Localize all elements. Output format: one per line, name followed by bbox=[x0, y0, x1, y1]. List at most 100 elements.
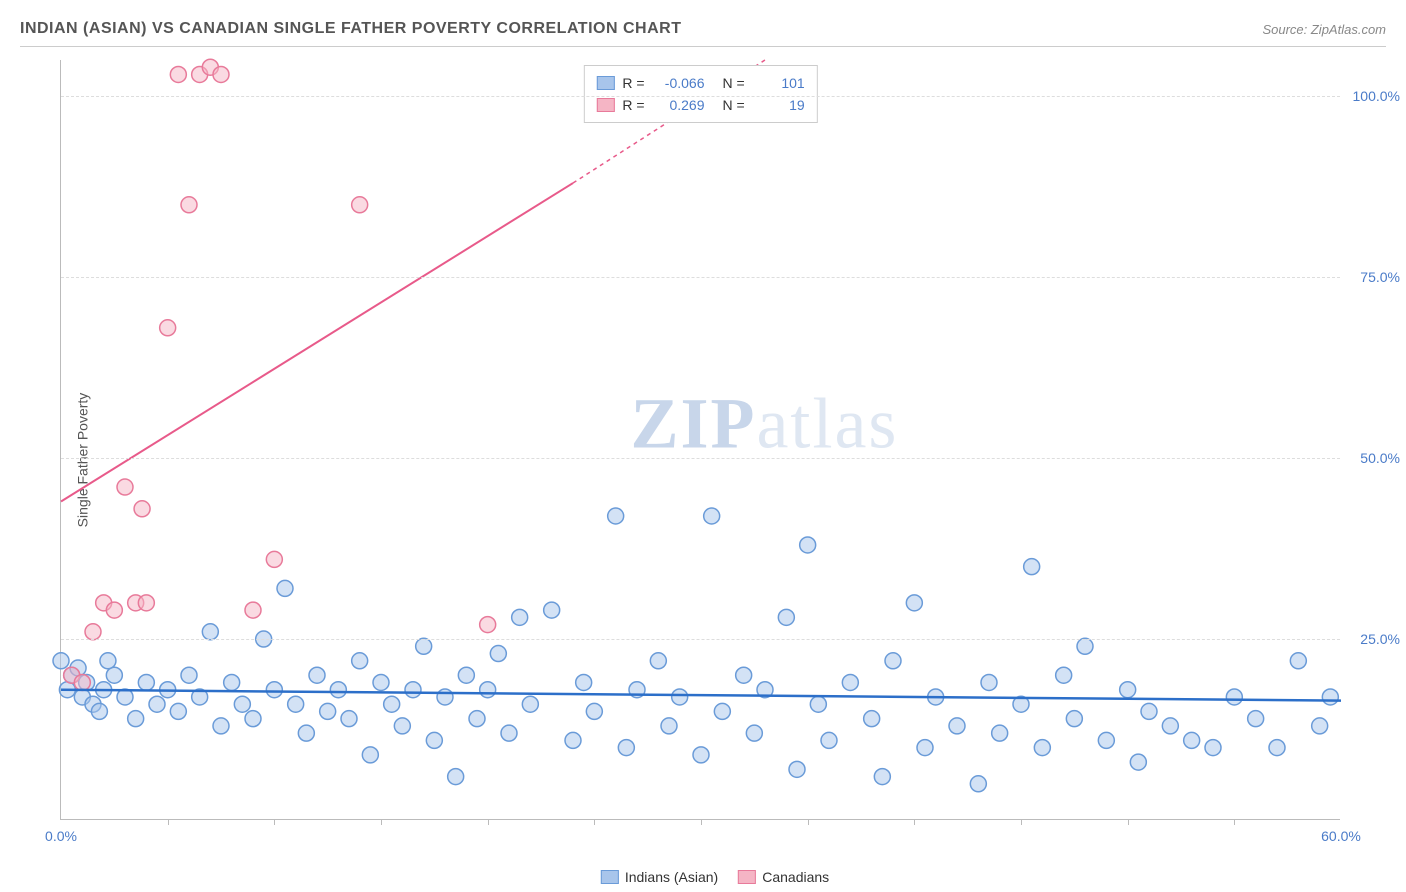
legend-correlation: R =-0.066N =101R =0.269N =19 bbox=[583, 65, 817, 123]
data-point bbox=[1162, 718, 1178, 734]
data-point bbox=[661, 718, 677, 734]
data-point bbox=[128, 711, 144, 727]
data-point bbox=[266, 682, 282, 698]
chart-header: INDIAN (ASIAN) VS CANADIAN SINGLE FATHER… bbox=[20, 20, 1386, 47]
data-point bbox=[234, 696, 250, 712]
data-point bbox=[1130, 754, 1146, 770]
chart-title: INDIAN (ASIAN) VS CANADIAN SINGLE FATHER… bbox=[20, 20, 681, 38]
legend-n-label: N = bbox=[723, 72, 745, 94]
data-point bbox=[448, 769, 464, 785]
x-tick bbox=[381, 819, 382, 825]
data-point bbox=[885, 653, 901, 669]
data-point bbox=[1056, 667, 1072, 683]
gridline-h bbox=[61, 96, 1340, 97]
data-point bbox=[170, 703, 186, 719]
data-point bbox=[106, 667, 122, 683]
chart-container: Single Father Poverty ZIPatlas R =-0.066… bbox=[60, 60, 1370, 860]
legend-swatch bbox=[596, 76, 614, 90]
data-point bbox=[618, 740, 634, 756]
data-point bbox=[309, 667, 325, 683]
legend-n-value: 19 bbox=[753, 94, 805, 116]
y-tick-label: 25.0% bbox=[1360, 631, 1400, 647]
data-point bbox=[714, 703, 730, 719]
data-point bbox=[1077, 638, 1093, 654]
data-point bbox=[501, 725, 517, 741]
gridline-h bbox=[61, 458, 1340, 459]
data-point bbox=[490, 646, 506, 662]
data-point bbox=[1024, 559, 1040, 575]
data-point bbox=[1066, 711, 1082, 727]
data-point bbox=[1269, 740, 1285, 756]
data-point bbox=[480, 682, 496, 698]
legend-r-label: R = bbox=[622, 72, 644, 94]
x-tick-label: 60.0% bbox=[1321, 828, 1361, 844]
data-point bbox=[949, 718, 965, 734]
legend-correlation-row: R =0.269N =19 bbox=[596, 94, 804, 116]
legend-series: Indians (Asian) Canadians bbox=[601, 869, 829, 885]
data-point bbox=[1205, 740, 1221, 756]
data-point bbox=[693, 747, 709, 763]
legend-n-value: 101 bbox=[753, 72, 805, 94]
data-point bbox=[416, 638, 432, 654]
x-tick bbox=[808, 819, 809, 825]
data-point bbox=[213, 718, 229, 734]
data-point bbox=[426, 732, 442, 748]
data-point bbox=[874, 769, 890, 785]
data-point bbox=[352, 653, 368, 669]
y-tick-label: 100.0% bbox=[1353, 88, 1400, 104]
data-point bbox=[341, 711, 357, 727]
data-point bbox=[736, 667, 752, 683]
data-point bbox=[288, 696, 304, 712]
x-tick bbox=[1128, 819, 1129, 825]
data-point bbox=[821, 732, 837, 748]
x-tick bbox=[168, 819, 169, 825]
data-point bbox=[586, 703, 602, 719]
data-point bbox=[704, 508, 720, 524]
data-point bbox=[1226, 689, 1242, 705]
legend-series-item: Canadians bbox=[738, 869, 829, 885]
legend-swatch bbox=[738, 870, 756, 884]
data-point bbox=[266, 551, 282, 567]
x-tick bbox=[701, 819, 702, 825]
data-point bbox=[778, 609, 794, 625]
data-point bbox=[842, 674, 858, 690]
data-point bbox=[384, 696, 400, 712]
data-point bbox=[864, 711, 880, 727]
data-point bbox=[992, 725, 1008, 741]
plot-area: ZIPatlas R =-0.066N =101R =0.269N =19 25… bbox=[60, 60, 1340, 820]
data-point bbox=[138, 595, 154, 611]
x-tick bbox=[914, 819, 915, 825]
x-tick bbox=[1021, 819, 1022, 825]
legend-correlation-row: R =-0.066N =101 bbox=[596, 72, 804, 94]
data-point bbox=[170, 66, 186, 82]
data-point bbox=[330, 682, 346, 698]
legend-series-item: Indians (Asian) bbox=[601, 869, 718, 885]
data-point bbox=[1248, 711, 1264, 727]
x-tick bbox=[594, 819, 595, 825]
data-point bbox=[1290, 653, 1306, 669]
data-point bbox=[480, 617, 496, 633]
data-point bbox=[512, 609, 528, 625]
data-point bbox=[608, 508, 624, 524]
data-point bbox=[245, 602, 261, 618]
x-tick bbox=[488, 819, 489, 825]
data-point bbox=[160, 320, 176, 336]
data-point bbox=[970, 776, 986, 792]
data-point bbox=[74, 674, 90, 690]
legend-r-value: 0.269 bbox=[653, 94, 705, 116]
data-point bbox=[672, 689, 688, 705]
data-point bbox=[405, 682, 421, 698]
data-point bbox=[394, 718, 410, 734]
data-point bbox=[373, 674, 389, 690]
data-point bbox=[437, 689, 453, 705]
data-point bbox=[576, 674, 592, 690]
y-tick-label: 50.0% bbox=[1360, 450, 1400, 466]
gridline-h bbox=[61, 277, 1340, 278]
x-tick bbox=[274, 819, 275, 825]
trend-line bbox=[61, 183, 573, 501]
data-point bbox=[1322, 689, 1338, 705]
data-point bbox=[800, 537, 816, 553]
chart-source: Source: ZipAtlas.com bbox=[1262, 22, 1386, 37]
legend-swatch bbox=[601, 870, 619, 884]
data-point bbox=[245, 711, 261, 727]
